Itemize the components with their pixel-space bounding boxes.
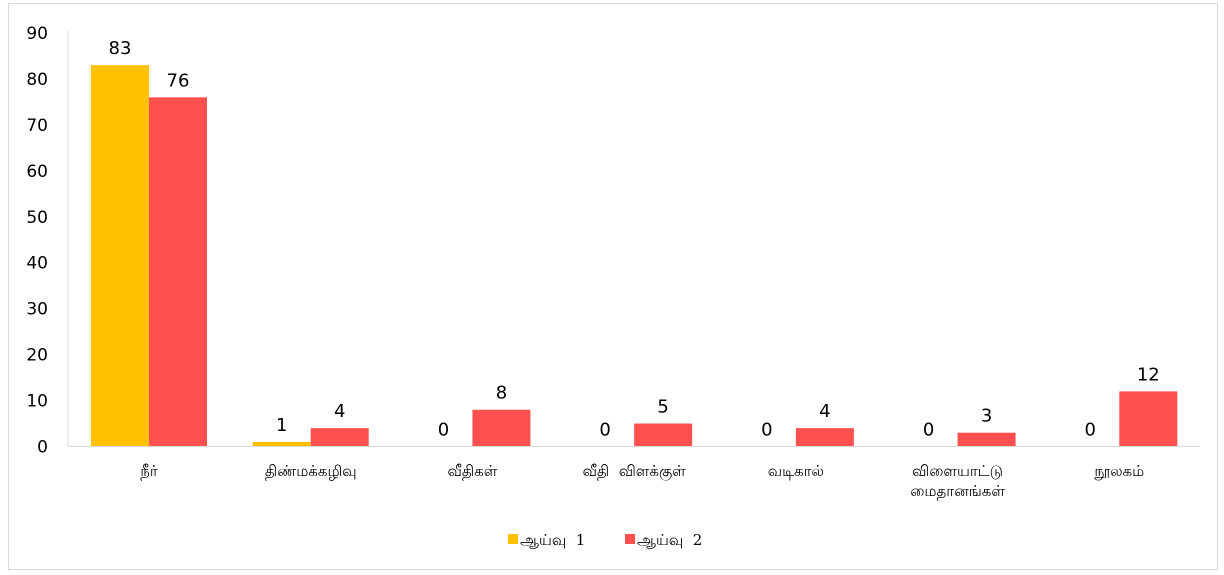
y-tick-label: 30 [26,300,48,320]
x-tick-label: விளையாட்டு [912,462,1003,480]
bar [634,423,693,447]
data-label: 83 [109,38,132,59]
y-tick-label: 90 [26,24,48,44]
y-tick-label: 10 [26,392,48,412]
chart-frame [8,3,1218,570]
legend-swatch [508,534,518,544]
data-label: 0 [599,420,610,441]
y-tick-label: 70 [26,116,48,136]
bar [795,428,854,447]
legend-label: ஆய்வு 2 [637,531,702,549]
bar [310,428,369,447]
x-tick-label: திண்மக்கழிவு [265,462,357,480]
legend-label: ஆய்வு 1 [520,531,585,549]
x-tick-label: மைதானங்கள் [910,482,1005,500]
x-tick-label: வீதிகள் [448,462,498,480]
y-tick-label: 60 [26,162,48,182]
data-label: 0 [438,420,449,441]
bar [472,409,531,447]
y-tick-label: 20 [26,346,48,366]
y-tick-label: 40 [26,254,48,274]
data-label: 5 [657,397,668,418]
y-tick-label: 80 [26,70,48,90]
data-label: 4 [334,401,345,422]
data-label: 12 [1137,364,1160,385]
x-tick-label: நீர் [140,462,158,480]
y-tick-label: 0 [37,438,48,458]
legend-swatch [625,534,635,544]
bar [149,97,207,447]
data-label: 0 [761,420,772,441]
data-label: 1 [276,415,287,436]
data-label: 3 [981,406,992,427]
bar [1119,391,1178,447]
y-tick-label: 50 [26,208,48,228]
x-tick-label: நூலகம் [1094,462,1144,480]
data-label: 4 [819,401,830,422]
data-label: 0 [1085,420,1096,441]
bar [252,441,311,447]
bar [957,432,1016,447]
data-label: 76 [167,70,190,91]
data-label: 0 [923,420,934,441]
x-tick-label: வீதி விளக்குள் [583,462,687,481]
data-label: 8 [496,383,507,404]
x-tick-label: வடிகால் [768,462,824,480]
bar [91,65,149,447]
